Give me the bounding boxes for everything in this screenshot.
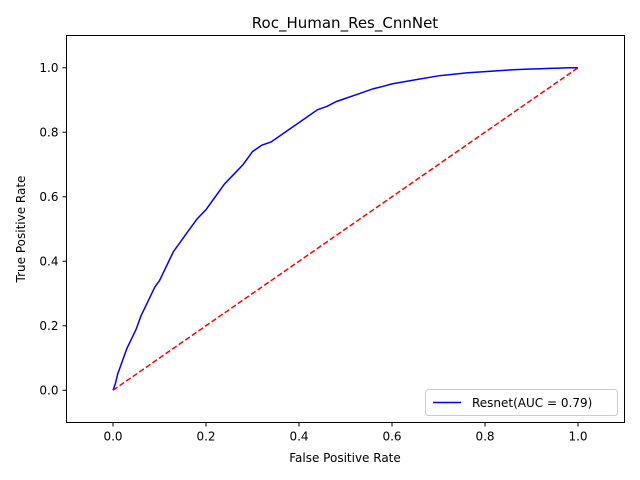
series-layer: [112, 67, 579, 391]
y-tick-label: 0.2: [39, 319, 58, 333]
chart-title: Roc_Human_Res_CnnNet: [252, 14, 438, 33]
series-roc-curve: [112, 67, 578, 391]
x-axis-label: False Positive Rate: [289, 451, 401, 465]
y-tick-label: 0.0: [39, 383, 58, 397]
y-axis-label: True Positive Rate: [14, 176, 28, 284]
y-tick-label: 0.8: [39, 125, 58, 139]
legend-box: [425, 389, 618, 416]
x-tick-label: 0.6: [382, 430, 401, 444]
x-tick-label: 0.2: [196, 430, 215, 444]
x-tick-label: 1.0: [568, 430, 587, 444]
x-tick-label: 0.4: [289, 430, 308, 444]
legend: Resnet(AUC = 0.79): [425, 389, 618, 416]
legend-label-resnet: Resnet(AUC = 0.79): [472, 396, 592, 410]
y-tick-label: 1.0: [39, 61, 58, 75]
x-axis: 0.0 0.2 0.4 0.6 0.8 1.0: [103, 422, 588, 444]
y-tick-label: 0.6: [39, 190, 58, 204]
x-tick-label: 0.0: [103, 430, 122, 444]
series-diagonal-line: [112, 67, 579, 391]
y-tick-label: 0.4: [39, 254, 58, 268]
plot-area: [66, 35, 625, 423]
x-tick-label: 0.8: [475, 430, 494, 444]
y-axis: 0.0 0.2 0.4 0.6 0.8 1.0: [39, 61, 67, 397]
plot-frame: [66, 35, 625, 423]
